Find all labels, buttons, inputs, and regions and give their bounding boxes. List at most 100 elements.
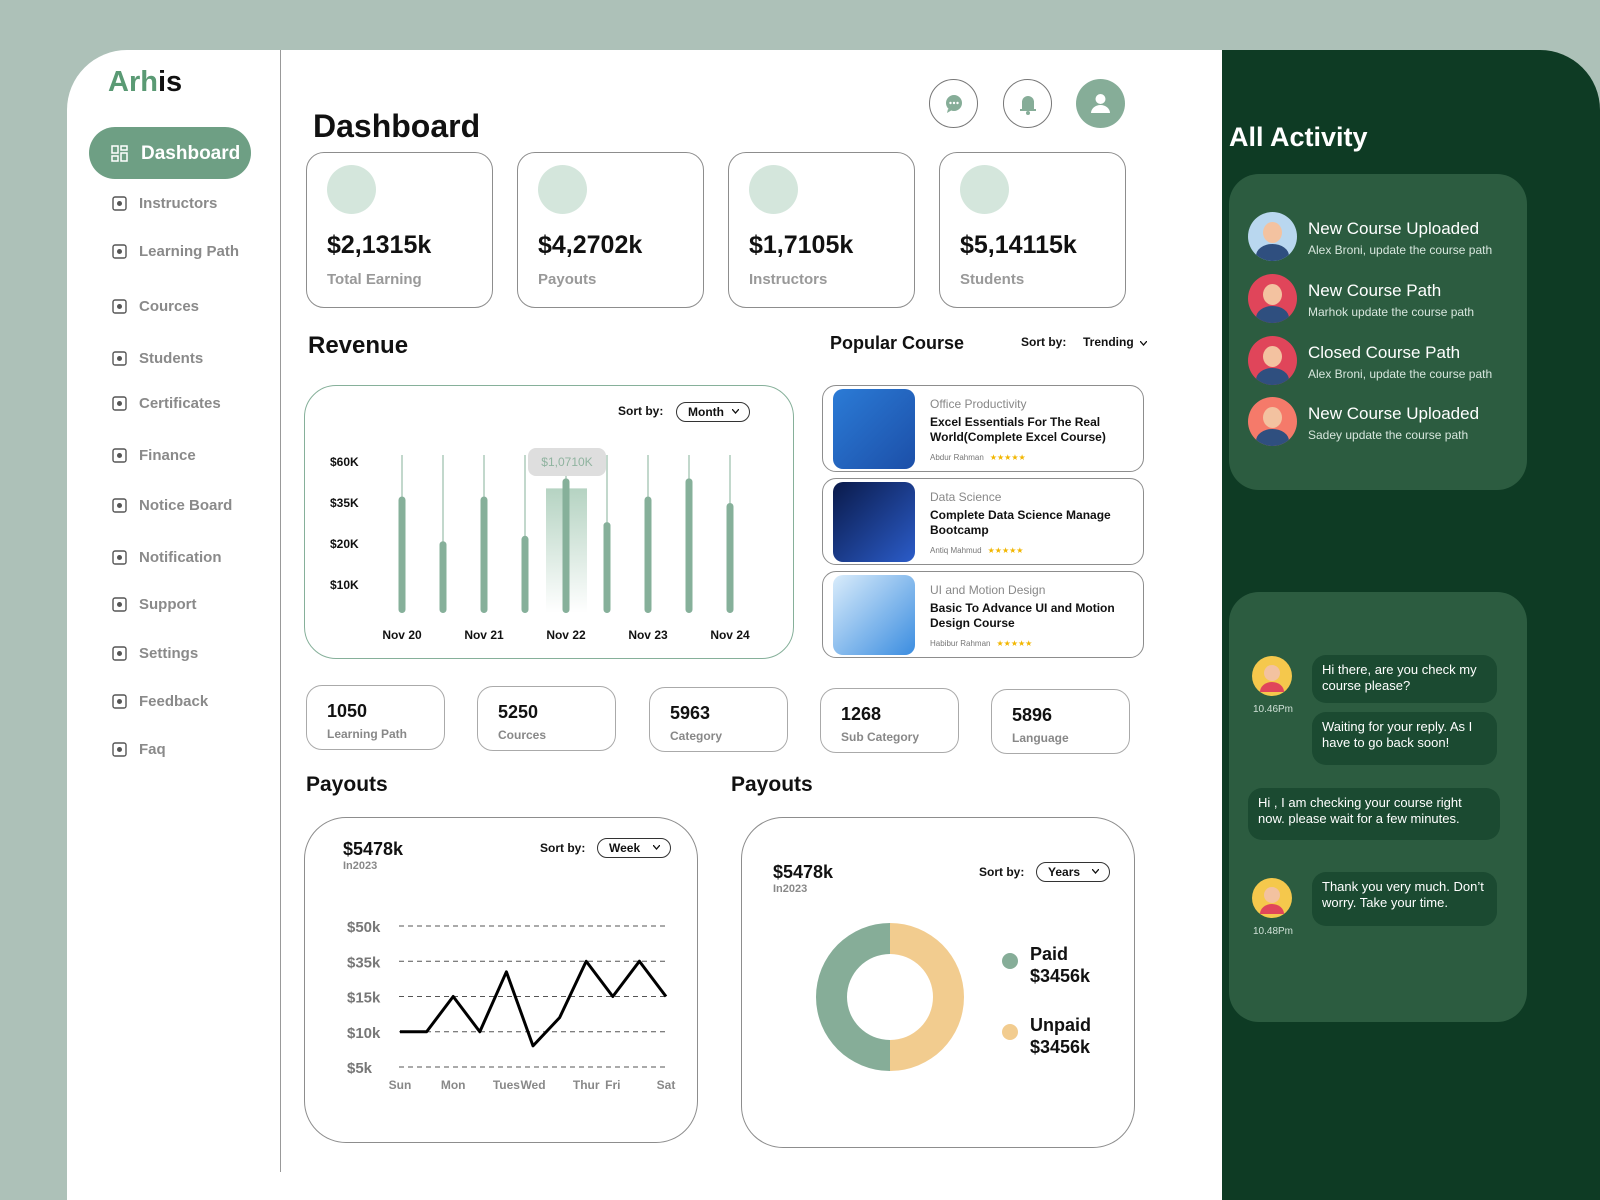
nav-item[interactable]: Settings — [111, 644, 261, 664]
nav-icon — [112, 196, 127, 211]
period: In2023 — [773, 883, 808, 895]
nav-item[interactable]: Support — [111, 595, 261, 615]
count-value: 5963 — [670, 703, 711, 723]
avatar-body — [1256, 306, 1289, 323]
x-tick-label: Thur — [573, 1078, 600, 1092]
chat-button[interactable] — [929, 79, 978, 128]
nav-item[interactable]: Certificates — [111, 394, 261, 414]
course-card[interactable]: Office Productivity Excel Essentials For … — [822, 385, 1144, 472]
course-meta: Abdur Rahman ★★★★★ — [930, 453, 1026, 462]
bar — [521, 535, 529, 613]
line — [400, 959, 668, 1048]
course-rating: ★★★★★ — [989, 453, 1026, 462]
chat-bubble: Hi , I am checking your course right now… — [1248, 788, 1500, 840]
nav-item[interactable]: Instructors — [111, 194, 261, 214]
avatar-face — [1263, 346, 1282, 367]
stat-value: $4,2702k — [538, 231, 643, 259]
course-card[interactable]: UI and Motion Design Basic To Advance UI … — [822, 571, 1144, 658]
nav-icon — [112, 597, 127, 612]
nav-icon — [112, 448, 127, 463]
stat-card: $4,2702k Payouts — [517, 152, 704, 308]
sort-select[interactable]: Years — [1036, 862, 1110, 882]
y-tick-label: $35k — [347, 954, 381, 971]
nav-label: Students — [139, 350, 204, 367]
count-label: Learning Path — [327, 727, 408, 741]
nav-item[interactable]: Learning Path — [111, 242, 261, 262]
course-meta: Habibur Rahman ★★★★★ — [930, 639, 1032, 648]
nav-item[interactable]: Students — [111, 349, 261, 369]
stat-icon — [327, 165, 376, 214]
course-card[interactable]: Data Science Complete Data Science Manage… — [822, 478, 1144, 565]
nav-item[interactable]: Finance — [111, 446, 261, 466]
sort-label: Sort by: — [618, 404, 664, 418]
y-tick-label: $50k — [347, 919, 381, 936]
sort-select[interactable]: Week — [597, 838, 671, 858]
nav-item[interactable]: Feedback — [111, 692, 261, 712]
nav-label: Cources — [139, 298, 200, 315]
bar — [562, 478, 570, 613]
stat-label: Instructors — [749, 271, 828, 288]
stat-value: $2,1315k — [327, 231, 432, 259]
course-image — [833, 575, 915, 655]
x-tick-label: Tues — [493, 1078, 520, 1092]
activity-text: Alex Broni, update the course path — [1308, 367, 1493, 381]
tooltip-label: $1,0710K — [541, 455, 592, 469]
count-card: 1268 Sub Category — [820, 688, 959, 753]
stat-value: $5,14115k — [960, 231, 1077, 259]
legend-name: Unpaid — [1030, 1015, 1091, 1035]
course-title: Complete Data Science Manage Bootcamp — [930, 508, 1111, 537]
count-card: 5250 Cources — [477, 686, 616, 751]
sort-value: Trending — [1083, 335, 1134, 349]
avatar-face — [1263, 407, 1282, 428]
activity-text: Alex Broni, update the course path — [1308, 243, 1493, 257]
activity-title: New Course Uploaded — [1308, 404, 1480, 423]
chat-avatar — [1252, 878, 1292, 918]
nav-item[interactable]: Notice Board — [111, 496, 261, 516]
nav-icon — [112, 396, 127, 411]
sidebar-divider — [280, 50, 281, 1172]
bar — [398, 496, 406, 613]
sort-select[interactable]: Trending — [1083, 335, 1153, 349]
count-value: 5250 — [498, 702, 539, 722]
activity-title: New Course Uploaded — [1308, 219, 1480, 238]
nav-label: Feedback — [139, 693, 209, 710]
nav-icon — [112, 742, 127, 757]
course-category: Data Science — [930, 490, 1002, 504]
revenue-title: Revenue — [308, 332, 409, 359]
nav-label: Faq — [139, 741, 166, 758]
count-card: 5963 Category — [649, 687, 788, 752]
total: $5478k — [343, 839, 404, 859]
stat-label: Payouts — [538, 271, 597, 288]
nav-label: Support — [139, 596, 197, 613]
popular-title: Popular Course — [830, 333, 965, 353]
profile-button[interactable] — [1076, 79, 1125, 128]
legend-name: Paid — [1030, 944, 1068, 964]
notification-button[interactable] — [1003, 79, 1052, 128]
x-tick-label: Nov 21 — [464, 628, 504, 642]
y-tick-label: $15k — [347, 990, 381, 1007]
x-tick-label: Wed — [520, 1078, 545, 1092]
course-rating: ★★★★★ — [987, 546, 1024, 555]
nav-item[interactable]: Faq — [111, 740, 261, 760]
y-tick-label: $35K — [330, 496, 359, 510]
activity-text: Marhok update the course path — [1308, 305, 1475, 319]
chat-bubble: Waiting for your reply. As I have to go … — [1312, 712, 1497, 765]
nav-item[interactable]: Notification — [111, 548, 261, 568]
stat-icon — [538, 165, 587, 214]
nav-active[interactable]: Dashboard — [89, 127, 251, 179]
nav-label: Finance — [139, 447, 196, 464]
sort-select[interactable]: Month — [676, 402, 750, 422]
bar — [726, 503, 734, 613]
stat-value: $1,7105k — [749, 231, 854, 259]
x-tick-label: Nov 20 — [382, 628, 422, 642]
nav-icon — [112, 646, 127, 661]
course-author: Habibur Rahman — [930, 639, 991, 648]
sort-value: Week — [609, 841, 641, 855]
nav-item[interactable]: Cources — [111, 297, 261, 317]
count-label: Category — [670, 729, 723, 743]
course-category: Office Productivity — [930, 397, 1027, 411]
course-title: Excel Essentials For The Real World(Comp… — [930, 415, 1106, 444]
nav-icon — [112, 694, 127, 709]
y-tick-label: $20K — [330, 537, 359, 551]
count-label: Language — [1012, 731, 1069, 745]
